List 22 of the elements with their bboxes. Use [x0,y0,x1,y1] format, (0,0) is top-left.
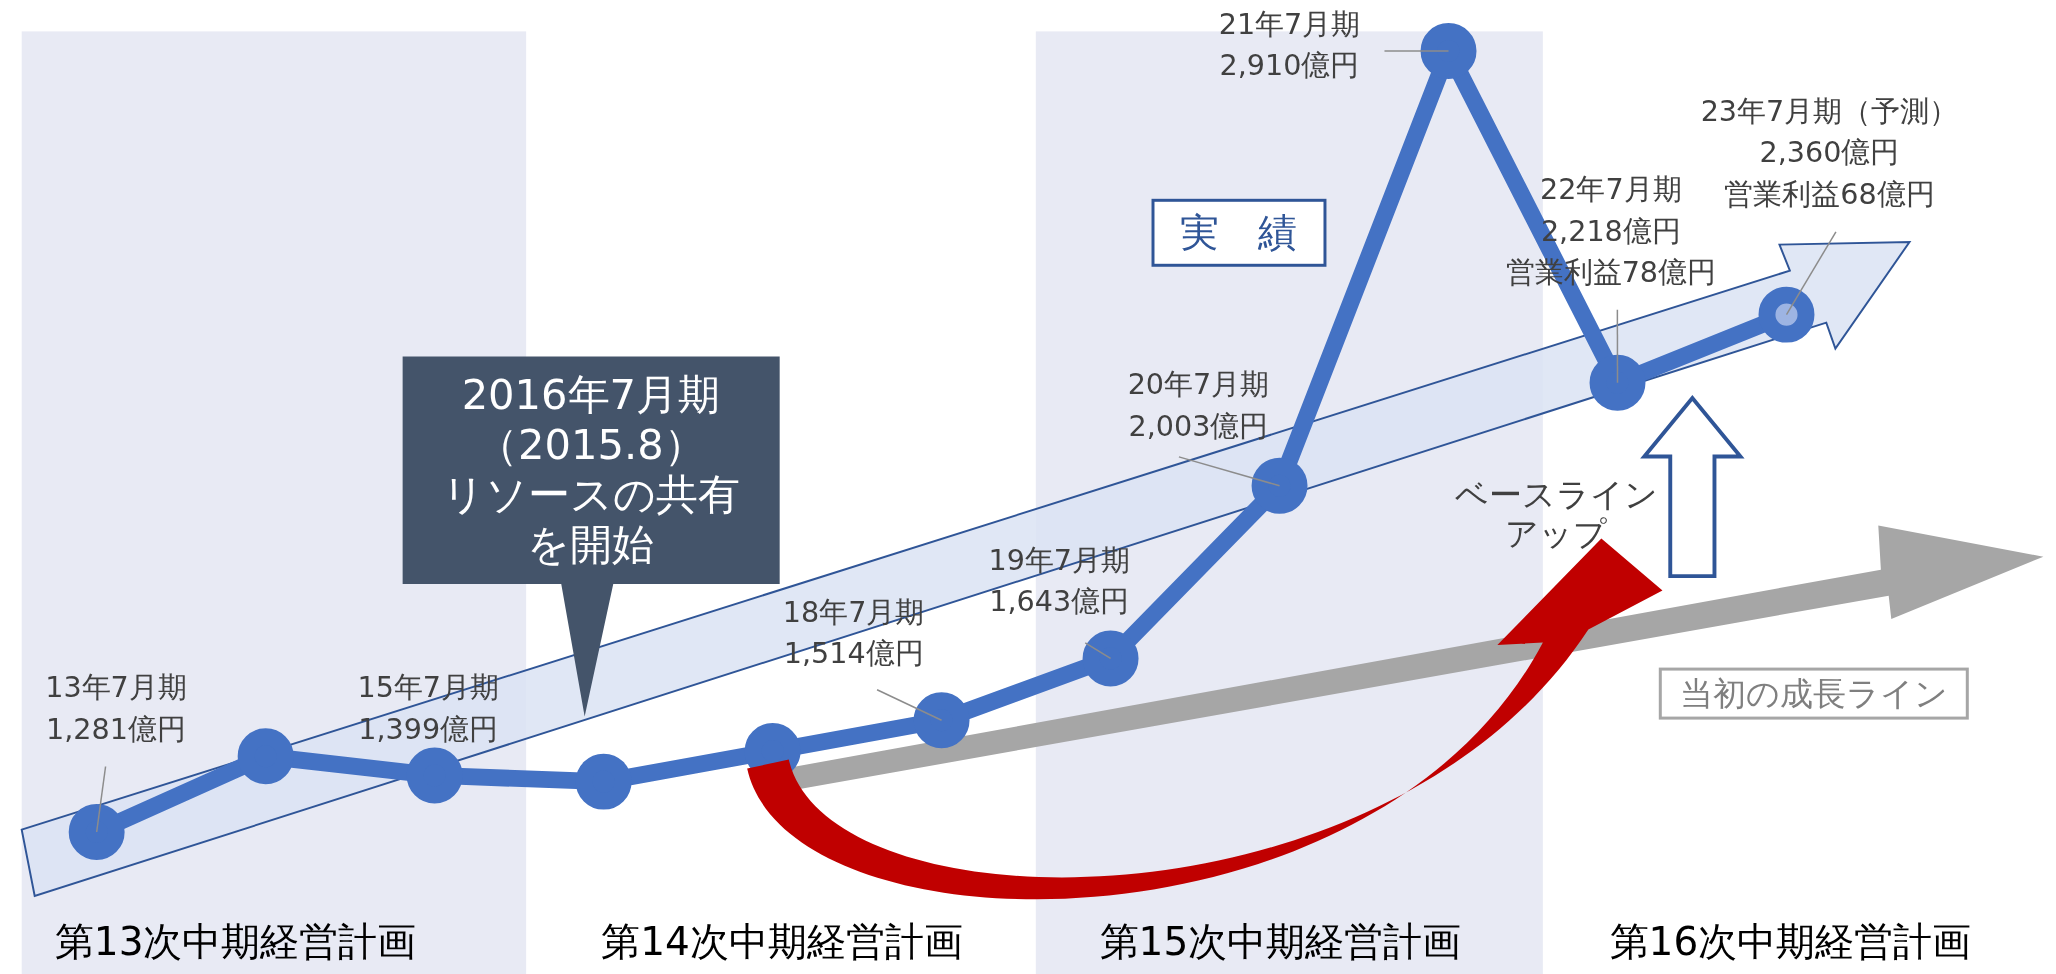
point [406,747,463,804]
point [1758,286,1815,343]
text: 第15次中期経営計画 [1099,918,1462,966]
annotation: 2016年7月期（2015.8）リソースの共有を開始 [441,369,740,570]
point [237,728,294,785]
annotation: ベースラインアップ [1454,476,1658,555]
point [575,753,632,810]
point [1589,354,1646,411]
point [68,804,125,860]
text: 第14次中期経営計画 [601,918,963,966]
data-label: 13年7月期 1,281億円 [45,670,187,746]
point [913,692,970,749]
point [1420,22,1477,79]
point [1082,630,1139,687]
text: 第16次中期経営計画 [1609,918,1972,966]
text: 第13次中期経営計画 [54,918,417,966]
data-label: 23年7月期（予測） 2,360億円営業利益68億円 [1700,93,1959,212]
annotation: 実 績 [1151,198,1327,268]
point [1251,457,1308,514]
annotation: 当初の成長ライン [1658,667,1970,721]
data-label: 21年7月期 2,910億円 [1218,6,1361,83]
data-label: 20年7月期 2,003億円 [1127,367,1270,443]
